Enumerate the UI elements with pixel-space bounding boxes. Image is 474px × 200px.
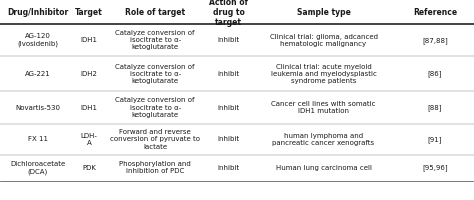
Text: Human lung carcinoma cell: Human lung carcinoma cell [275,165,372,171]
Text: Catalyze conversion of
isocitrate to α-
ketoglutarate: Catalyze conversion of isocitrate to α- … [116,64,195,84]
Text: inhibit: inhibit [218,37,240,43]
Text: IDH1: IDH1 [81,105,97,111]
Text: AG-120
(Ivosidenib): AG-120 (Ivosidenib) [18,33,58,47]
Text: Cancer cell lines with somatic
IDH1 mutation: Cancer cell lines with somatic IDH1 muta… [271,101,376,114]
Text: Reference: Reference [413,8,457,17]
Text: Sample type: Sample type [297,8,350,17]
Text: LDH-
A: LDH- A [81,133,97,146]
Text: Clinical trial: glioma, adcanced
hematologic malignancy: Clinical trial: glioma, adcanced hematol… [270,34,377,47]
Text: [88]: [88] [428,104,442,111]
Text: inhibit: inhibit [218,71,240,77]
Text: inhibit: inhibit [218,136,240,142]
Text: [86]: [86] [428,71,442,77]
Text: Action of
drug to
target: Action of drug to target [209,0,248,27]
Text: Forward and reverse
conversion of pyruvate to
lactate: Forward and reverse conversion of pyruva… [110,129,200,150]
Text: Catalyze conversion of
isocitrate to α-
ketoglutarate: Catalyze conversion of isocitrate to α- … [116,97,195,118]
Text: Dichloroacetate
(DCA): Dichloroacetate (DCA) [10,161,65,175]
Text: AG-221: AG-221 [25,71,51,77]
Text: [91]: [91] [428,136,442,143]
Text: Clinical trial: acute myeloid
leukemia and myelodysplastic
syndrome patients: Clinical trial: acute myeloid leukemia a… [271,64,376,84]
Text: Target: Target [75,8,103,17]
Text: [95,96]: [95,96] [422,164,448,171]
Text: PDK: PDK [82,165,96,171]
Text: inhibit: inhibit [218,105,240,111]
Text: inhibit: inhibit [218,165,240,171]
Text: [87,88]: [87,88] [422,37,448,44]
Text: Drug/Inhibitor: Drug/Inhibitor [7,8,69,17]
Text: Phosphorylation and
inhibition of PDC: Phosphorylation and inhibition of PDC [119,161,191,174]
Text: IDH2: IDH2 [81,71,97,77]
Text: FX 11: FX 11 [28,136,48,142]
Text: IDH1: IDH1 [81,37,97,43]
Text: human lymphoma and
pancreatic cancer xenografts: human lymphoma and pancreatic cancer xen… [273,133,374,146]
Text: Novartis-530: Novartis-530 [16,105,60,111]
Text: Catalyze conversion of
isocitrate to α-
ketoglutarate: Catalyze conversion of isocitrate to α- … [116,30,195,50]
Text: Role of target: Role of target [125,8,185,17]
